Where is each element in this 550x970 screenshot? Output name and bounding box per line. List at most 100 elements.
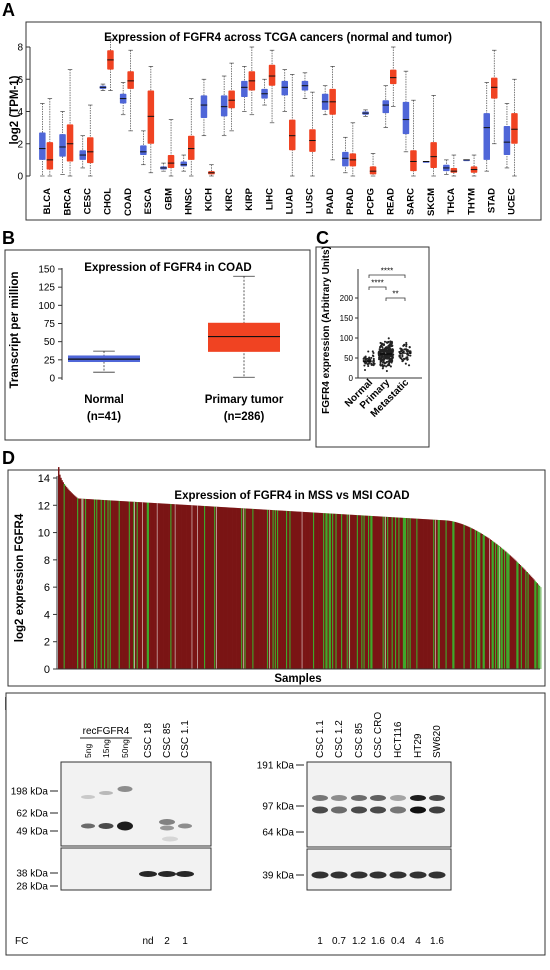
panel-a-category-label: UCEC (507, 188, 518, 215)
right-blot-fc-value: 4 (415, 936, 421, 947)
panel-a-category-label: THCA (446, 188, 457, 215)
panel-d-bar-mss (428, 519, 431, 669)
left-blot-bottom (60, 847, 212, 891)
panel-d-bar-mss (174, 504, 177, 669)
panel-c-dot (390, 355, 393, 358)
panel-a-category-label: PCPG (365, 188, 376, 215)
panel-d-bar-mss (195, 505, 197, 669)
panel-d-bar-msi (214, 506, 216, 669)
panel-d-bar-mss (528, 574, 531, 669)
panel-d-bar-mss (372, 516, 374, 669)
panel-a-box-normal (140, 145, 147, 156)
panel-d-bar-mss (251, 508, 253, 669)
panel-a-category-labels: BLCA BRCA CESC CHOL COAD ESCA GBM HNSC KICH KIRC K… (42, 187, 518, 216)
panel-d-bar-mss (192, 505, 195, 669)
panel-d-bar-mss (423, 519, 425, 669)
panel-a-box-normal (59, 134, 66, 157)
panel-d-bar-mss (248, 508, 251, 669)
panel-c-dot (381, 348, 384, 351)
panel-a-category-label: ESCA (143, 188, 154, 215)
panel-d-bar-mss (160, 503, 162, 669)
panel-d-bar-mss (75, 497, 78, 669)
panel-d-bar-mss (375, 516, 378, 669)
left-blot-fc-value: 1 (182, 936, 188, 947)
panel-e-western-blots: recFGFR4 5ng 15ng 50ng CSC 18 CSC 85 CSC 1.1 … (5, 692, 546, 956)
panel-d-bar-msi (497, 545, 499, 669)
panel-c-dot (379, 363, 382, 366)
panel-d-bar-msi (402, 517, 405, 669)
panel-d-bar-mss (298, 511, 300, 669)
panel-d-bar-mss (115, 500, 117, 669)
panel-a-box-normal (402, 101, 410, 135)
panel-c-dot (372, 357, 375, 360)
left-blot-band (98, 823, 114, 829)
panel-d-bar-mss (157, 503, 160, 669)
panel-a-box-normal (180, 161, 187, 167)
panel-d-bar-mss (217, 506, 219, 669)
panel-d-bar-mss (230, 507, 233, 669)
panel-d-bar-mss (357, 515, 360, 669)
panel-d-bar-mss (336, 513, 339, 669)
panel-a-box-tumor (66, 124, 74, 162)
panel-d-bar-mss (224, 507, 226, 669)
panel-c-sig-label: ** (392, 290, 398, 299)
panel-a-label: A (2, 0, 15, 20)
panel-d-bar-mss (365, 515, 368, 669)
panel-c-dot (388, 351, 391, 354)
panel-c-dot (405, 343, 408, 346)
panel-d-bar-mss (268, 509, 270, 669)
right-blot-band-lower (429, 806, 445, 814)
left-blot-lane-labels: 5ng 15ng 50ng CSC 18 CSC 85 CSC 1.1 (83, 720, 191, 758)
panel-d-y-tick-label: 6 (44, 582, 50, 594)
panel-c-dot (399, 350, 402, 353)
panel-a-boxes (39, 38, 518, 177)
panel-a-box-tumor (289, 119, 296, 151)
panel-d-bar-msi (96, 499, 98, 669)
panel-d-bar-mss (250, 508, 252, 669)
panel-a-category-label: SARC (406, 188, 417, 215)
panel-d-bar-mss (220, 507, 223, 669)
panel-d-bar-mss (401, 517, 404, 669)
panel-d-bar-mss (519, 565, 522, 669)
panel-d-bar-mss (454, 521, 456, 669)
panel-c-dot (387, 357, 391, 360)
panel-d-bar-mss (216, 506, 218, 669)
panel-d-bar-mss (287, 510, 289, 669)
panel-d-bar-mss (263, 509, 266, 669)
panel-c-dot (370, 356, 373, 359)
panel-c-y-tick-label: 0 (349, 374, 354, 383)
panel-c-dot (401, 354, 404, 357)
panel-a-box-tumor (450, 167, 458, 173)
panel-a-box-normal (483, 113, 490, 160)
panel-d-bar-msi (332, 513, 334, 669)
panel-d-bar-msi (361, 515, 363, 669)
panel-c-dot (385, 361, 388, 364)
panel-d-bar-msi (77, 498, 79, 669)
panel-d-bar-msi (147, 502, 150, 669)
panel-c-dot (387, 344, 390, 347)
left-blot-marker-label: 28 kDa (16, 882, 48, 893)
panel-d-bar-mss (493, 542, 496, 669)
panel-c-dot (405, 345, 408, 348)
panel-d-bar-msi (494, 543, 497, 669)
panel-d-bar-mss (373, 516, 376, 669)
panel-a-category-label: SKCM (426, 188, 437, 216)
panel-d-bar-mss (359, 515, 361, 669)
panel-d-bar-mss (256, 509, 259, 669)
panel-d-bar-mss (471, 528, 473, 669)
panel-d-bar-mss (142, 502, 144, 669)
panel-c-dot (377, 353, 380, 356)
panel-a-box-tumor (491, 77, 498, 99)
panel-d-bar-gap (489, 539, 490, 669)
panel-d-ylabel: log2 expression FGFR4 (14, 513, 26, 642)
panel-d-bar-mss (226, 507, 228, 669)
left-blot-lane-label: CSC 85 (162, 723, 173, 758)
panel-d-bar-mss (337, 513, 340, 669)
panel-c-dot (389, 340, 392, 343)
left-blot-loading-band (176, 871, 194, 877)
panel-d-bar-mss (152, 502, 154, 669)
panel-d-bar-mss (427, 519, 430, 669)
panel-b-category-labels: Normal (n=41) Primary tumor (n=286) (84, 394, 284, 423)
panel-d-bar-gap (348, 514, 350, 669)
panel-a-category-label: BLCA (42, 188, 53, 215)
